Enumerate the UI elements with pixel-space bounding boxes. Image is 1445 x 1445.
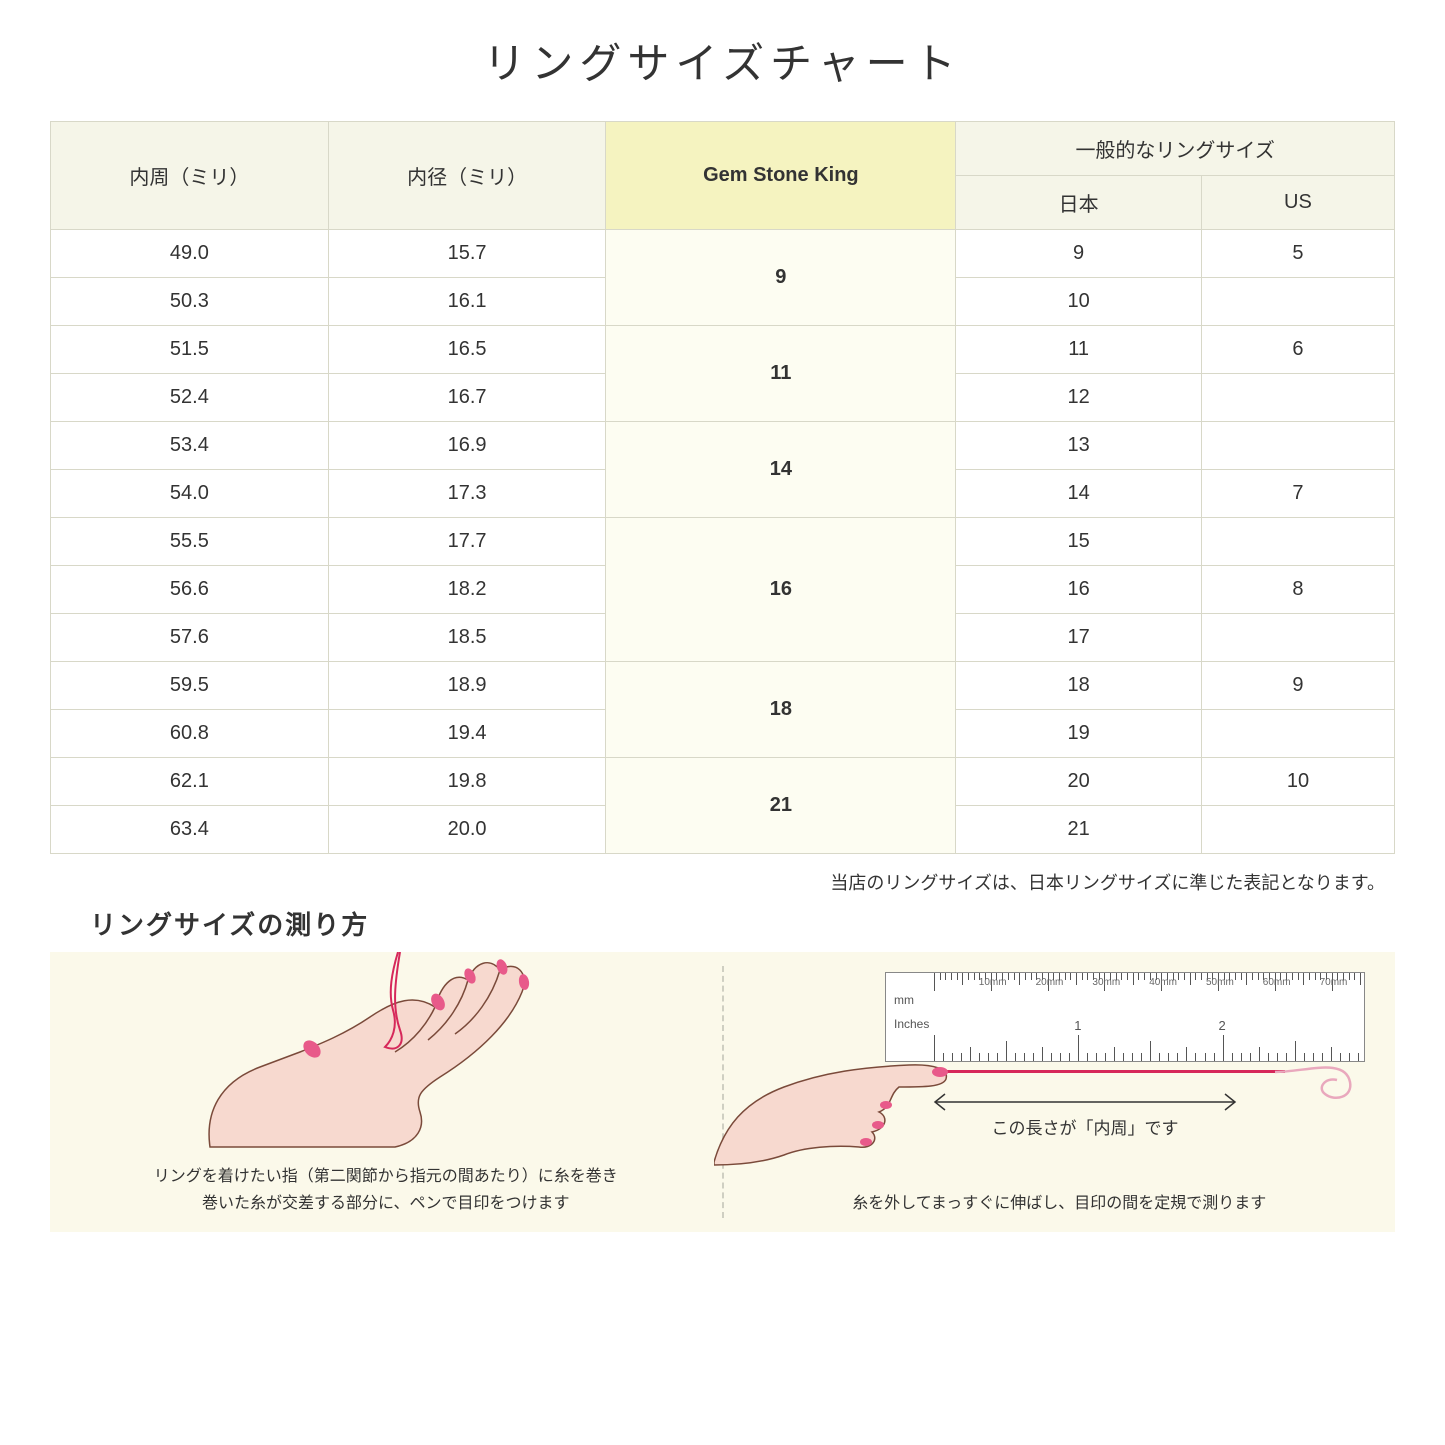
- table-row: 51.516.511116: [51, 326, 1395, 374]
- howto-title: リングサイズの測り方: [90, 905, 1395, 942]
- cell-diameter: 19.8: [328, 758, 606, 806]
- cell-circumference: 60.8: [51, 710, 329, 758]
- cell-diameter: 17.3: [328, 470, 606, 518]
- cell-japan: 21: [956, 806, 1202, 854]
- ruler-in-mark: 1: [1074, 1018, 1081, 1033]
- cell-us: [1201, 518, 1394, 566]
- cell-japan: 12: [956, 374, 1202, 422]
- cell-gsk: 11: [606, 326, 956, 422]
- header-circumference: 内周（ミリ）: [51, 122, 329, 230]
- hand-point-illustration: [714, 1017, 954, 1167]
- cell-gsk: 16: [606, 518, 956, 662]
- header-general-group: 一般的なリングサイズ: [956, 122, 1395, 176]
- caption-line1: リングを着けたい指（第二関節から指元の間あたり）に糸を巻き: [154, 1168, 618, 1185]
- cell-us: [1201, 806, 1394, 854]
- ruler-in-mark: 2: [1219, 1018, 1226, 1033]
- table-row: 49.015.7995: [51, 230, 1395, 278]
- cell-circumference: 57.6: [51, 614, 329, 662]
- header-gsk: Gem Stone King: [606, 122, 956, 230]
- cell-circumference: 55.5: [51, 518, 329, 566]
- table-row: 62.119.8212010: [51, 758, 1395, 806]
- cell-circumference: 62.1: [51, 758, 329, 806]
- cell-japan: 9: [956, 230, 1202, 278]
- measure-arrow: [925, 1092, 1245, 1112]
- cell-japan: 19: [956, 710, 1202, 758]
- page-title: リングサイズチャート: [50, 30, 1395, 91]
- howto-left-caption: リングを着けたい指（第二関節から指元の間あたり）に糸を巻き 巻いた糸が交差する部…: [84, 1163, 688, 1217]
- cell-diameter: 18.9: [328, 662, 606, 710]
- cell-diameter: 20.0: [328, 806, 606, 854]
- cell-us: 10: [1201, 758, 1394, 806]
- header-japan: 日本: [956, 176, 1202, 230]
- arrow-label: この長さが「内周」です: [935, 1114, 1235, 1139]
- ruler-illustration: mm Inches 10mm20mm30mm40mm50mm60mm70mm12: [885, 972, 1365, 1062]
- cell-circumference: 54.0: [51, 470, 329, 518]
- hand-wrap-illustration: [170, 952, 550, 1152]
- cell-circumference: 51.5: [51, 326, 329, 374]
- cell-gsk: 14: [606, 422, 956, 518]
- cell-japan: 13: [956, 422, 1202, 470]
- cell-japan: 18: [956, 662, 1202, 710]
- cell-us: [1201, 374, 1394, 422]
- cell-us: 6: [1201, 326, 1394, 374]
- cell-us: 8: [1201, 566, 1394, 614]
- howto-section: リングを着けたい指（第二関節から指元の間あたり）に糸を巻き 巻いた糸が交差する部…: [50, 952, 1395, 1232]
- table-row: 55.517.71615: [51, 518, 1395, 566]
- size-note: 当店のリングサイズは、日本リングサイズに準じた表記となります。: [50, 869, 1385, 895]
- cell-us: 9: [1201, 662, 1394, 710]
- cell-gsk: 9: [606, 230, 956, 326]
- cell-japan: 11: [956, 326, 1202, 374]
- cell-us: 7: [1201, 470, 1394, 518]
- howto-left-panel: リングを着けたい指（第二関節から指元の間あたり）に糸を巻き 巻いた糸が交差する部…: [50, 952, 722, 1232]
- cell-diameter: 17.7: [328, 518, 606, 566]
- size-chart-table: 内周（ミリ） 内径（ミリ） Gem Stone King 一般的なリングサイズ …: [50, 121, 1395, 854]
- cell-circumference: 52.4: [51, 374, 329, 422]
- cell-gsk: 21: [606, 758, 956, 854]
- table-body: 49.015.799550.316.11051.516.51111652.416…: [51, 230, 1395, 854]
- ruler-mm-label: mm: [894, 993, 914, 1007]
- cell-circumference: 63.4: [51, 806, 329, 854]
- cell-japan: 16: [956, 566, 1202, 614]
- cell-japan: 17: [956, 614, 1202, 662]
- cell-gsk: 18: [606, 662, 956, 758]
- cell-circumference: 53.4: [51, 422, 329, 470]
- cell-us: [1201, 614, 1394, 662]
- cell-diameter: 18.5: [328, 614, 606, 662]
- cell-diameter: 19.4: [328, 710, 606, 758]
- table-row: 59.518.918189: [51, 662, 1395, 710]
- cell-us: 5: [1201, 230, 1394, 278]
- cell-japan: 15: [956, 518, 1202, 566]
- howto-right-caption: 糸を外してまっすぐに伸ばし、目印の間を定規で測ります: [757, 1190, 1361, 1217]
- cell-us: [1201, 710, 1394, 758]
- cell-diameter: 15.7: [328, 230, 606, 278]
- cell-us: [1201, 422, 1394, 470]
- thread-line: [915, 1070, 1285, 1073]
- cell-diameter: 18.2: [328, 566, 606, 614]
- cell-diameter: 16.7: [328, 374, 606, 422]
- table-row: 53.416.91413: [51, 422, 1395, 470]
- cell-diameter: 16.1: [328, 278, 606, 326]
- caption-line2: 巻いた糸が交差する部分に、ペンで目印をつけます: [202, 1195, 570, 1212]
- cell-diameter: 16.9: [328, 422, 606, 470]
- cell-circumference: 49.0: [51, 230, 329, 278]
- cell-japan: 14: [956, 470, 1202, 518]
- cell-japan: 20: [956, 758, 1202, 806]
- cell-circumference: 59.5: [51, 662, 329, 710]
- cell-japan: 10: [956, 278, 1202, 326]
- cell-circumference: 50.3: [51, 278, 329, 326]
- cell-circumference: 56.6: [51, 566, 329, 614]
- header-diameter: 内径（ミリ）: [328, 122, 606, 230]
- thread-swirl: [1275, 1052, 1365, 1112]
- cell-diameter: 16.5: [328, 326, 606, 374]
- header-us: US: [1201, 176, 1394, 230]
- cell-us: [1201, 278, 1394, 326]
- howto-right-panel: mm Inches 10mm20mm30mm40mm50mm60mm70mm12…: [724, 952, 1396, 1232]
